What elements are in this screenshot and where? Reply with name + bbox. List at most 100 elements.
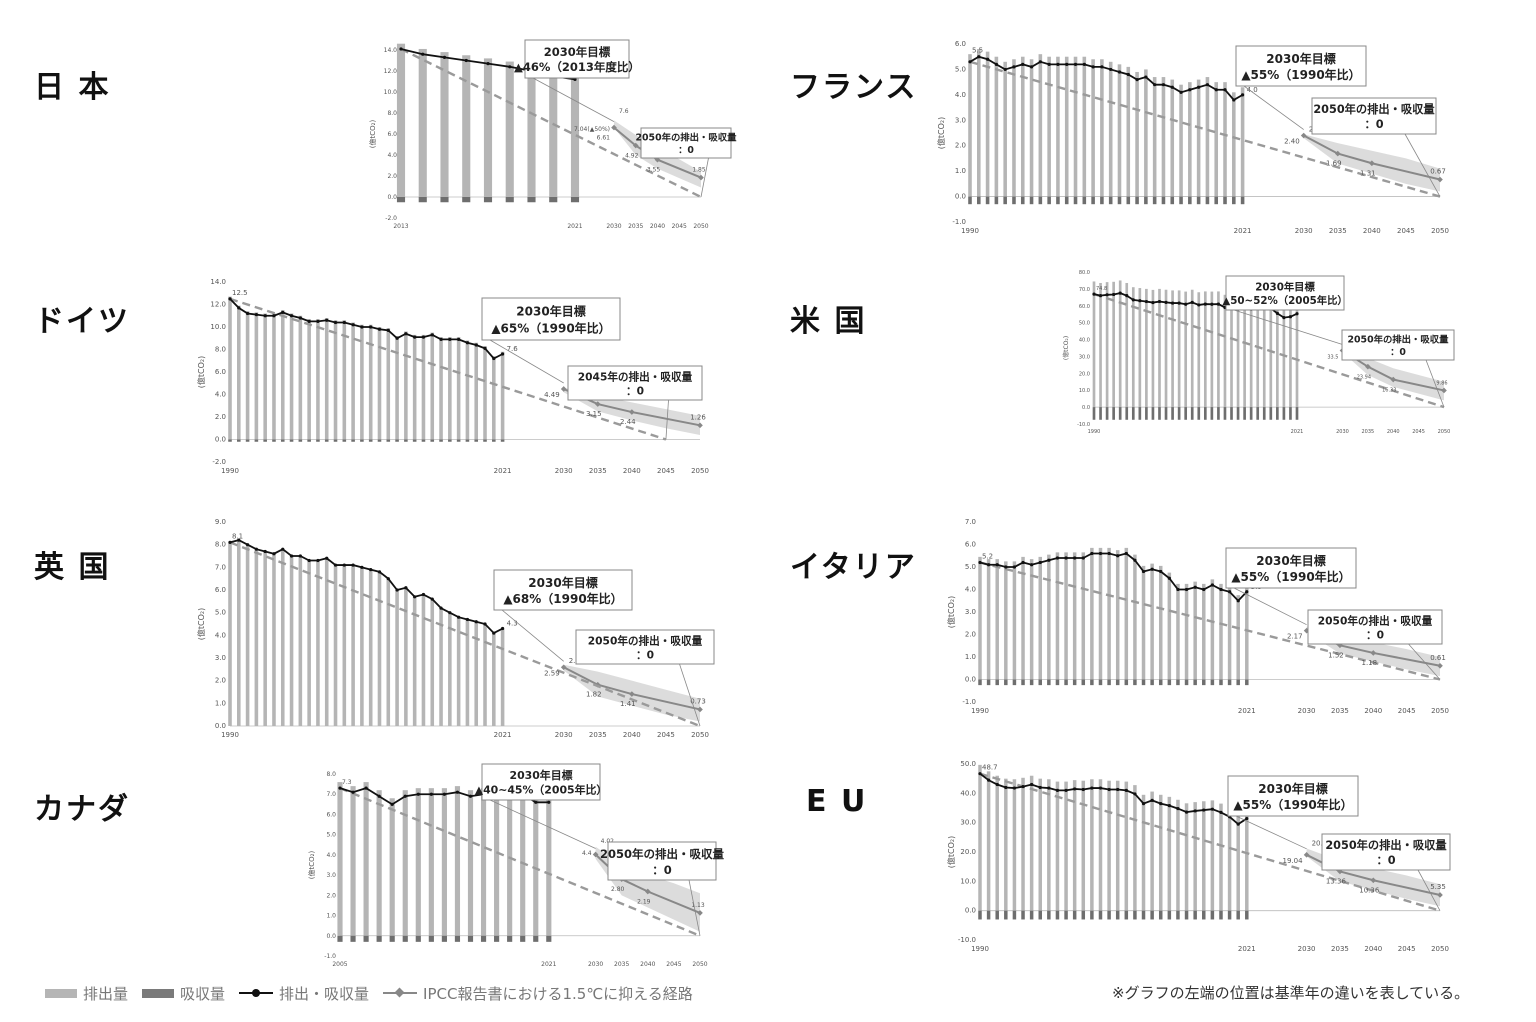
data-label: 6.61	[597, 135, 611, 142]
target-callout-value: ▲46%（2013年度比）	[514, 60, 640, 74]
net-zero-callout-pointer	[1404, 133, 1441, 197]
removal-bar	[363, 935, 369, 942]
net-point	[1098, 551, 1103, 556]
target-callout: 2030年目標▲68%（1990年比）	[493, 569, 633, 662]
y-tick-label: 7.0	[965, 518, 976, 526]
y-axis-label: (億tCO₂)	[196, 608, 206, 640]
net-point	[1012, 65, 1016, 69]
net-point	[486, 62, 490, 66]
data-label: 4.4	[582, 850, 592, 857]
x-tick-label: 2021	[567, 223, 582, 230]
removal-bar	[500, 439, 505, 442]
removal-bar	[307, 439, 311, 442]
removal-bar	[395, 439, 399, 442]
y-tick-label: 6.0	[215, 586, 226, 594]
emission-bar	[1073, 56, 1078, 197]
emission-bar	[289, 556, 294, 726]
net-point	[1144, 75, 1148, 79]
emission-bar	[1202, 801, 1206, 911]
net-emission-line	[979, 772, 1248, 826]
emission-bar	[1131, 287, 1135, 408]
y-tick-label: 3.0	[326, 872, 336, 879]
net-zero-callout-value: ：0	[1376, 854, 1395, 867]
net-point	[429, 792, 433, 796]
ipcc-range-band	[1342, 348, 1444, 401]
emission-bar	[1107, 780, 1111, 911]
removal-bar	[1072, 679, 1077, 686]
net-emission-line	[229, 298, 504, 360]
removal-bar	[1115, 910, 1120, 920]
emission-bar	[1243, 294, 1246, 408]
emission-bar	[1012, 779, 1017, 911]
legend-emissions-label: 排出量	[83, 984, 129, 1003]
removal-bar	[1217, 407, 1220, 420]
removal-bar	[415, 935, 421, 942]
legend-ipcc: IPCC報告書における1.5℃に抑える経路	[383, 983, 693, 1004]
legend-removals: 吸収量	[142, 983, 225, 1004]
net-point	[1092, 292, 1096, 296]
emission-bar	[1072, 780, 1077, 911]
removal-bar	[1245, 679, 1249, 686]
emission-bar	[985, 51, 990, 197]
chart-uk: 0.0 1.0 2.0 3.0 4.0 5.0 6.0 7.0 8.0 9.0 (億tCO₂) 199…	[180, 514, 720, 746]
removal-bar	[1171, 407, 1174, 420]
emission-bar	[1098, 547, 1103, 680]
y-axis-label: (億tCO₂)	[946, 836, 956, 868]
removal-bar	[1289, 407, 1292, 420]
net-zero-callout-value: ：0	[1364, 118, 1383, 131]
net-point	[430, 597, 434, 601]
emission-bar	[1217, 291, 1220, 408]
data-label: 74.8	[1096, 286, 1107, 292]
x-tick-label: 2040	[640, 961, 655, 968]
removal-bar	[462, 197, 471, 203]
emission-bar	[439, 337, 443, 440]
net-zero-callout-title: 2050年の排出・吸収量	[1318, 614, 1433, 627]
net-zero-callout: 2050年の排出・吸収量：0	[1341, 329, 1455, 408]
emission-bar	[415, 788, 421, 936]
net-point	[316, 558, 320, 563]
removal-bar	[418, 197, 427, 203]
net-point	[1021, 560, 1025, 565]
net-point	[1030, 563, 1034, 567]
removal-bar	[1269, 407, 1273, 420]
emission-bar	[404, 331, 408, 440]
removal-bar	[1133, 910, 1137, 920]
removal-bar	[483, 439, 487, 442]
removal-bar	[298, 439, 303, 442]
net-point	[1210, 583, 1214, 587]
net-point	[390, 802, 394, 806]
y-tick-label: 40.0	[960, 789, 976, 797]
net-point	[1105, 293, 1109, 297]
net-point	[307, 319, 311, 323]
net-point	[1012, 786, 1017, 790]
net-point	[272, 314, 276, 318]
net-point	[1193, 585, 1197, 589]
y-tick-label: 1.0	[965, 653, 976, 661]
net-point	[1090, 786, 1094, 790]
emission-bar	[430, 599, 435, 726]
ipcc-point	[629, 409, 635, 415]
removal-bar	[1038, 910, 1042, 920]
net-zero-callout-value: ：0	[626, 385, 644, 398]
net-zero-callout: 2050年の排出・吸収量：0	[1311, 97, 1441, 197]
emission-bar	[1029, 775, 1034, 911]
emission-bar	[1126, 66, 1131, 197]
x-tick-label: 2050	[1438, 429, 1451, 435]
removal-bar	[1249, 407, 1253, 420]
net-point	[1144, 299, 1148, 304]
emission-bar	[505, 61, 514, 197]
net-point	[1073, 787, 1077, 791]
removal-bar	[968, 196, 972, 205]
net-point	[547, 800, 551, 804]
net-point	[534, 800, 538, 804]
net-point	[1295, 312, 1299, 316]
x-tick-label: 1990	[961, 227, 979, 235]
net-point	[1118, 291, 1122, 295]
removal-bar	[1135, 196, 1139, 205]
emission-bar	[1236, 595, 1240, 680]
net-zero-callout: 2050年の排出・吸収量：0	[1307, 609, 1443, 680]
net-point	[1236, 599, 1240, 603]
removal-bar	[1190, 407, 1194, 420]
net-zero-callout-title: 2050年の排出・吸収量	[1325, 838, 1446, 852]
net-zero-callout: 2050年の排出・吸収量 ：0	[1321, 833, 1451, 911]
